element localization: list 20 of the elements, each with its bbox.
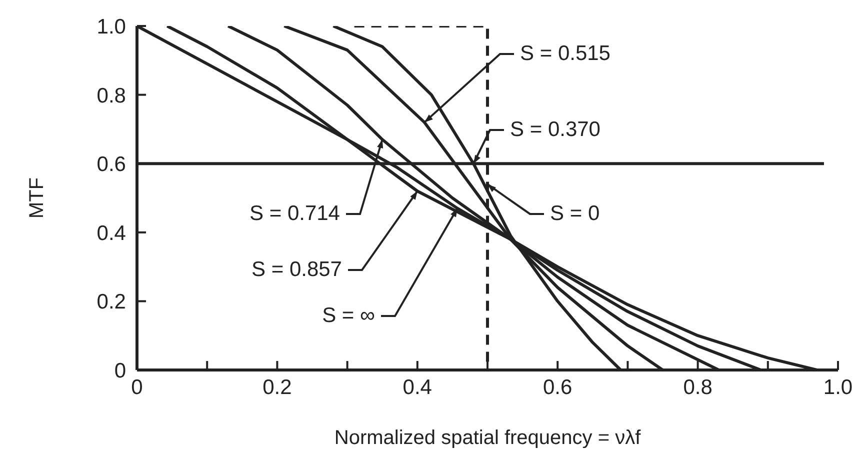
y-tick-label: 0.6: [96, 153, 126, 176]
y-axis-title: MTF: [26, 177, 48, 219]
annotation: S = 0.515: [520, 42, 610, 65]
y-tick-label: 0.2: [96, 290, 126, 314]
y-tick-label: 0.4: [96, 222, 126, 245]
x-tick-label: 0: [131, 376, 143, 399]
x-axis-title: Normalized spatial frequency = νλf: [334, 427, 642, 449]
x-tick-label: 0.2: [262, 376, 292, 399]
x-tick-label: 1.0: [823, 376, 853, 399]
annotation: S = 0.370: [510, 118, 600, 141]
y-tick-label: 0: [114, 359, 126, 382]
annotation: S = 0: [550, 202, 600, 225]
y-tick-label: 0.8: [96, 84, 126, 108]
y-tick-label: 1.0: [96, 15, 126, 38]
annotation: S = 0.714: [250, 202, 340, 225]
annotation: S = ∞: [322, 304, 376, 327]
x-tick-label: 0.6: [543, 376, 572, 399]
x-tick-label: 0.4: [402, 376, 432, 399]
x-tick-label: 0.8: [683, 376, 712, 399]
annotation: S = 0.857: [252, 258, 342, 281]
